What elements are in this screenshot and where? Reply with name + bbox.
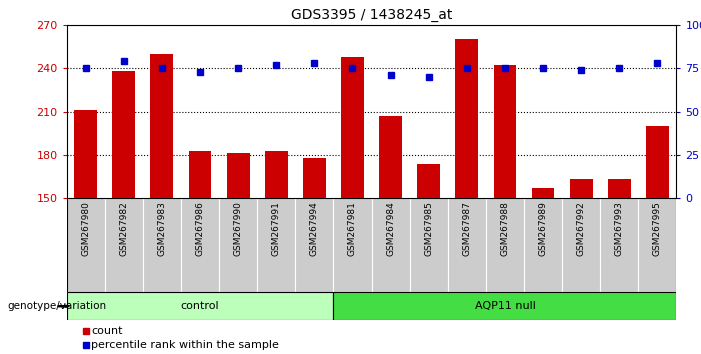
Text: GSM267987: GSM267987 <box>463 201 471 256</box>
Bar <box>409 198 448 292</box>
Bar <box>456 39 478 198</box>
Bar <box>67 292 334 320</box>
Bar <box>74 110 97 198</box>
Bar <box>151 54 173 198</box>
Bar <box>417 164 440 198</box>
Title: GDS3395 / 1438245_at: GDS3395 / 1438245_at <box>291 8 452 22</box>
Text: GSM267990: GSM267990 <box>233 201 243 256</box>
Bar <box>494 65 517 198</box>
Text: GSM267995: GSM267995 <box>653 201 662 256</box>
Text: count: count <box>91 326 123 336</box>
Bar <box>486 198 524 292</box>
Bar <box>143 198 181 292</box>
Bar <box>257 198 295 292</box>
Text: GSM267989: GSM267989 <box>538 201 547 256</box>
Bar <box>639 198 676 292</box>
Bar <box>303 158 326 198</box>
Bar <box>181 198 219 292</box>
Bar <box>226 153 250 198</box>
Bar <box>570 179 592 198</box>
Text: GSM267982: GSM267982 <box>119 201 128 256</box>
Text: GSM267983: GSM267983 <box>158 201 166 256</box>
Text: GSM267994: GSM267994 <box>310 201 319 256</box>
Text: GSM267991: GSM267991 <box>272 201 280 256</box>
Bar <box>334 292 676 320</box>
Bar <box>219 198 257 292</box>
Text: GSM267988: GSM267988 <box>501 201 510 256</box>
Text: GSM267993: GSM267993 <box>615 201 624 256</box>
Bar <box>372 198 409 292</box>
Bar <box>341 57 364 198</box>
Bar <box>67 198 104 292</box>
Bar <box>265 150 287 198</box>
Text: control: control <box>181 301 219 311</box>
Bar <box>562 198 600 292</box>
Text: GSM267980: GSM267980 <box>81 201 90 256</box>
Text: GSM267992: GSM267992 <box>577 201 585 256</box>
Text: GSM267985: GSM267985 <box>424 201 433 256</box>
Bar <box>524 198 562 292</box>
Bar <box>295 198 334 292</box>
Bar <box>334 198 372 292</box>
Text: genotype/variation: genotype/variation <box>7 301 106 311</box>
Text: GSM267984: GSM267984 <box>386 201 395 256</box>
Text: GSM267981: GSM267981 <box>348 201 357 256</box>
Text: GSM267986: GSM267986 <box>196 201 205 256</box>
Text: AQP11 null: AQP11 null <box>475 301 536 311</box>
Bar <box>600 198 639 292</box>
Bar <box>104 198 143 292</box>
Bar <box>379 116 402 198</box>
Bar <box>448 198 486 292</box>
Bar <box>189 150 212 198</box>
Text: percentile rank within the sample: percentile rank within the sample <box>91 340 279 350</box>
Bar <box>112 71 135 198</box>
Bar <box>646 126 669 198</box>
Bar <box>531 188 554 198</box>
Bar <box>608 179 631 198</box>
